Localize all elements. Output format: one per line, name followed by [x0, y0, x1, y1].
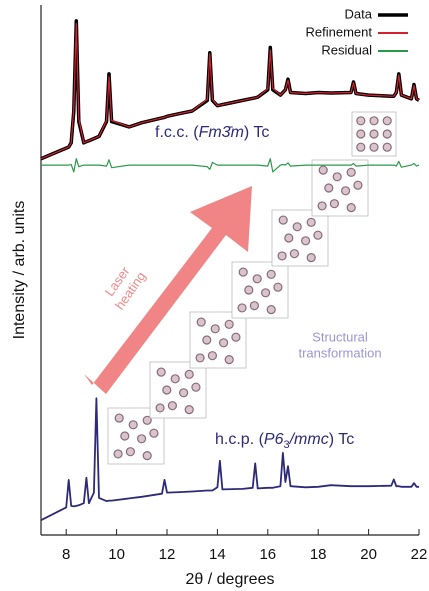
x-tick-label: 8 — [62, 546, 70, 563]
atom — [120, 431, 130, 441]
atom — [356, 129, 366, 139]
annotation: f.c.c. (Fm3̄m) Tc — [155, 124, 269, 141]
atom — [356, 116, 366, 126]
data-line — [40, 397, 419, 522]
atom — [266, 269, 276, 279]
atom — [277, 251, 287, 261]
atom — [195, 353, 205, 363]
atom — [306, 253, 316, 263]
atom — [128, 420, 138, 430]
atom — [346, 203, 356, 213]
atom — [292, 222, 302, 232]
atom — [184, 369, 194, 379]
atom — [356, 142, 366, 152]
data-line — [41, 158, 420, 173]
atom — [191, 382, 201, 392]
legend-label: Refinement — [306, 24, 373, 39]
atom — [317, 201, 327, 211]
atom — [244, 285, 254, 295]
atom — [113, 449, 123, 459]
annotation-part: Fm3̄m — [199, 124, 244, 141]
annotation: h.c.p. (P63/mmc) Tc — [215, 431, 354, 451]
atom — [170, 374, 180, 384]
atom — [142, 451, 152, 461]
crystal-illustrations — [107, 111, 397, 465]
x-axis-title: 2θ / degrees — [186, 571, 275, 588]
atom — [210, 324, 220, 334]
legend-label: Data — [345, 6, 373, 21]
atom — [353, 180, 363, 190]
annotation: Structural — [312, 329, 368, 344]
x-tick-label: 20 — [360, 546, 377, 563]
x-tick-label: 16 — [259, 546, 276, 563]
atom — [329, 199, 339, 209]
laser-arrow — [84, 186, 252, 394]
x-tick-label: 14 — [209, 546, 226, 563]
atom — [237, 303, 247, 313]
atom — [382, 129, 392, 139]
atom — [313, 230, 323, 240]
x-tick-label: 18 — [310, 546, 327, 563]
atom — [137, 434, 147, 444]
annotation-part: P6 — [264, 431, 284, 448]
annotation-part: 3 — [283, 439, 289, 451]
atom — [149, 428, 159, 438]
atom — [202, 335, 212, 345]
annotation: transformation — [298, 345, 381, 360]
atom — [273, 282, 283, 292]
atom — [324, 183, 334, 193]
atom — [238, 267, 248, 277]
atom — [196, 317, 206, 327]
atom — [162, 385, 172, 395]
atom — [284, 233, 294, 243]
atom — [382, 116, 392, 126]
atom — [219, 338, 229, 348]
annotation-part: ) Tc — [329, 431, 354, 448]
atom — [179, 388, 189, 398]
atom — [231, 332, 241, 342]
atom — [382, 142, 392, 152]
atom — [346, 167, 356, 177]
annotation-part: f.c.c. ( — [155, 124, 199, 141]
atom — [341, 186, 351, 196]
atom — [224, 355, 234, 365]
annotation-part: h.c.p. ( — [215, 431, 265, 448]
atom — [167, 401, 177, 411]
atom — [207, 351, 217, 361]
atom — [278, 215, 288, 225]
x-tick-label: 10 — [108, 546, 125, 563]
atom — [184, 405, 194, 415]
annotation-part: ) Tc — [244, 124, 269, 141]
atom — [301, 236, 311, 246]
atom — [114, 413, 124, 423]
y-axis-title: Intensity / arb. units — [11, 201, 28, 340]
atom — [142, 415, 152, 425]
atom — [369, 142, 379, 152]
x-tick-label: 22 — [411, 546, 428, 563]
atom — [306, 217, 316, 227]
atom — [249, 301, 259, 311]
atom — [332, 172, 342, 182]
atom — [252, 274, 262, 284]
atom — [289, 249, 299, 259]
x-tick-label: 12 — [159, 546, 176, 563]
atom — [266, 305, 276, 315]
atom — [369, 129, 379, 139]
annotation-part: /mmc — [289, 431, 329, 448]
legend-label: Residual — [321, 42, 372, 57]
atom — [261, 288, 271, 298]
atom — [155, 403, 165, 413]
atom — [156, 367, 166, 377]
atom — [224, 319, 234, 329]
atom — [318, 165, 328, 175]
atom — [125, 447, 135, 457]
data-line — [40, 23, 420, 160]
atom — [369, 116, 379, 126]
